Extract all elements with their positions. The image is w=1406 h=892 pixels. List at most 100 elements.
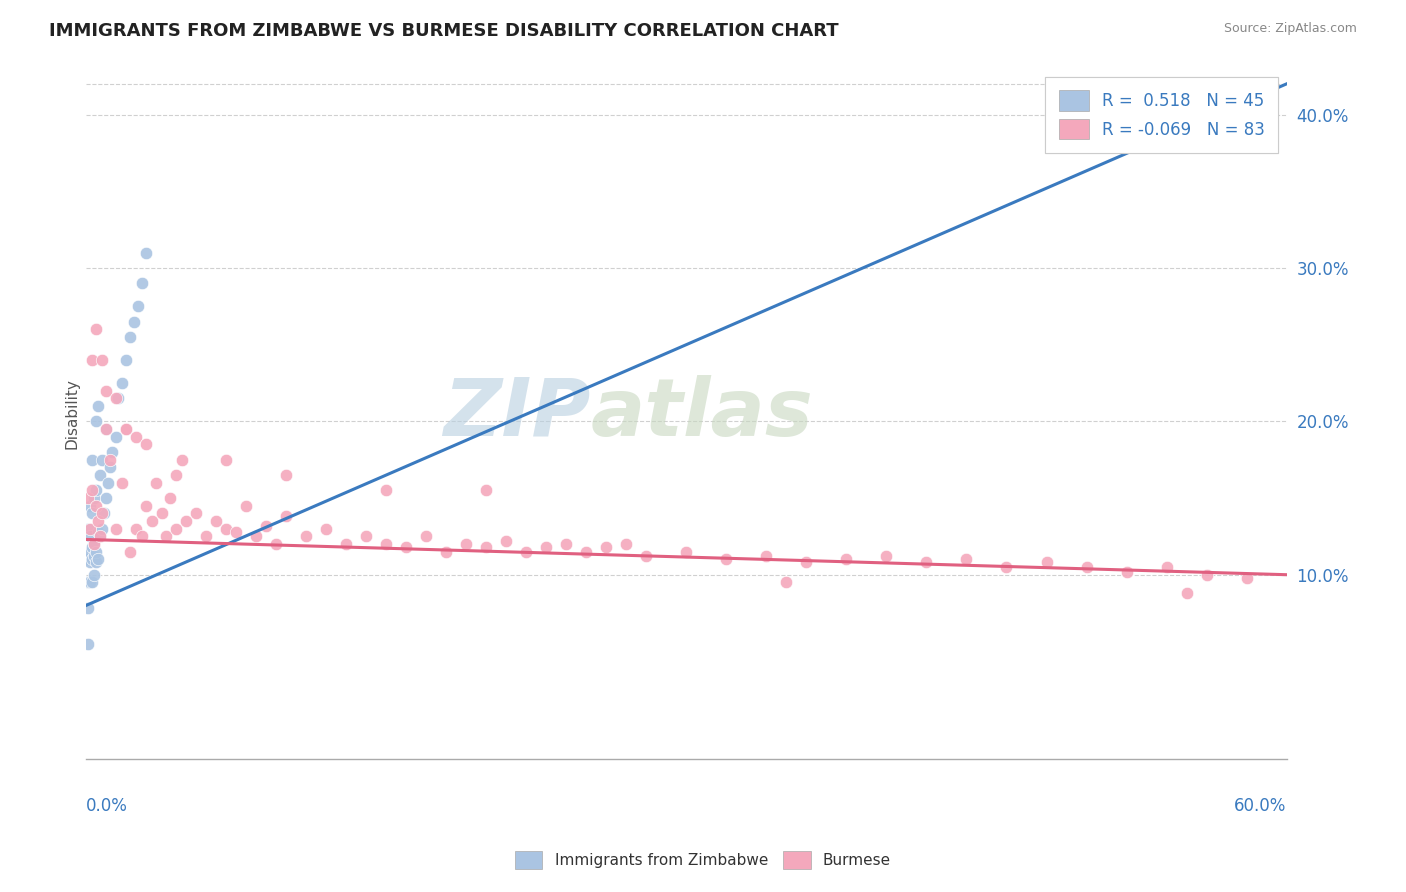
Point xyxy=(83,537,105,551)
Point xyxy=(87,552,110,566)
Point xyxy=(755,549,778,564)
Point xyxy=(395,540,418,554)
Point xyxy=(115,353,138,368)
Point xyxy=(159,491,181,505)
Point xyxy=(195,529,218,543)
Point xyxy=(575,545,598,559)
Point xyxy=(79,556,101,570)
Point xyxy=(77,601,100,615)
Point xyxy=(84,483,107,498)
Point xyxy=(315,522,337,536)
Point xyxy=(1035,556,1057,570)
Point xyxy=(91,522,114,536)
Point xyxy=(1195,567,1218,582)
Point xyxy=(122,315,145,329)
Point xyxy=(536,540,558,554)
Point xyxy=(79,529,101,543)
Point xyxy=(96,384,118,398)
Point xyxy=(125,522,148,536)
Point xyxy=(155,529,177,543)
Point xyxy=(1175,586,1198,600)
Point xyxy=(111,475,134,490)
Point xyxy=(96,422,118,436)
Point xyxy=(614,537,637,551)
Point xyxy=(87,514,110,528)
Point xyxy=(375,537,398,551)
Point xyxy=(205,514,228,528)
Point xyxy=(87,399,110,413)
Point xyxy=(82,552,104,566)
Point xyxy=(83,567,105,582)
Point xyxy=(434,545,457,559)
Point xyxy=(135,245,157,260)
Point xyxy=(125,430,148,444)
Point xyxy=(165,522,187,536)
Point xyxy=(101,445,124,459)
Text: 0.0%: 0.0% xyxy=(86,797,128,814)
Point xyxy=(97,475,120,490)
Point xyxy=(77,552,100,566)
Point xyxy=(98,460,121,475)
Y-axis label: Disability: Disability xyxy=(65,378,79,449)
Point xyxy=(595,540,617,554)
Text: Source: ZipAtlas.com: Source: ZipAtlas.com xyxy=(1223,22,1357,36)
Point xyxy=(135,437,157,451)
Point xyxy=(135,499,157,513)
Point xyxy=(120,545,142,559)
Point xyxy=(150,507,173,521)
Point xyxy=(174,514,197,528)
Point xyxy=(225,524,247,539)
Point xyxy=(79,522,101,536)
Point xyxy=(127,299,149,313)
Point xyxy=(98,452,121,467)
Point xyxy=(91,507,114,521)
Point xyxy=(84,545,107,559)
Text: atlas: atlas xyxy=(591,375,813,452)
Point xyxy=(115,422,138,436)
Point xyxy=(91,452,114,467)
Point xyxy=(636,549,658,564)
Point xyxy=(955,552,977,566)
Point xyxy=(111,376,134,390)
Point xyxy=(1156,560,1178,574)
Point xyxy=(120,330,142,344)
Point xyxy=(79,575,101,590)
Point xyxy=(89,529,111,543)
Point xyxy=(235,499,257,513)
Point xyxy=(84,322,107,336)
Point xyxy=(89,468,111,483)
Point xyxy=(215,452,238,467)
Point xyxy=(375,483,398,498)
Point xyxy=(515,545,537,559)
Point xyxy=(1115,565,1137,579)
Point xyxy=(96,422,118,436)
Point xyxy=(82,452,104,467)
Point xyxy=(79,499,101,513)
Point xyxy=(295,529,318,543)
Point xyxy=(131,529,153,543)
Point xyxy=(186,507,208,521)
Point xyxy=(83,549,105,564)
Point xyxy=(835,552,858,566)
Point xyxy=(105,392,128,406)
Point xyxy=(716,552,738,566)
Point xyxy=(82,483,104,498)
Point xyxy=(96,491,118,505)
Point xyxy=(89,529,111,543)
Point xyxy=(145,475,167,490)
Point xyxy=(335,537,357,551)
Point xyxy=(107,392,129,406)
Point xyxy=(105,522,128,536)
Legend: Immigrants from Zimbabwe, Burmese: Immigrants from Zimbabwe, Burmese xyxy=(509,845,897,875)
Point xyxy=(77,491,100,505)
Point xyxy=(264,537,287,551)
Point xyxy=(475,483,498,498)
Point xyxy=(82,540,104,554)
Point xyxy=(83,491,105,505)
Point xyxy=(87,524,110,539)
Point xyxy=(115,422,138,436)
Point xyxy=(84,556,107,570)
Point xyxy=(172,452,194,467)
Text: 60.0%: 60.0% xyxy=(1234,797,1286,814)
Point xyxy=(77,522,100,536)
